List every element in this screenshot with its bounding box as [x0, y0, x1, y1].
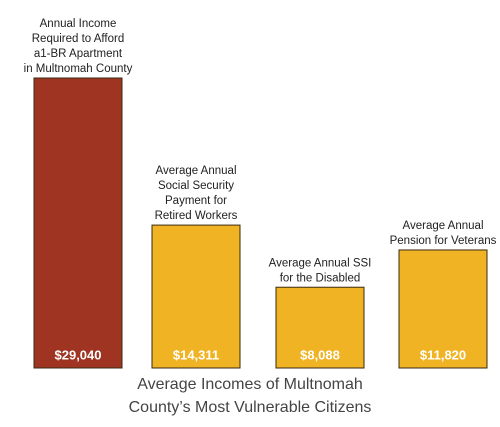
category-label: Average Annual SSI [269, 257, 372, 269]
category-label: Payment for [165, 195, 227, 207]
category-label: Annual Income [40, 18, 117, 30]
category-label: in Multnomah County [24, 63, 133, 75]
category-label: Average Annual [403, 220, 484, 232]
category-label: for the Disabled [280, 272, 361, 284]
chart-title: County’s Most Vulnerable Citizens [129, 399, 372, 416]
value-label: $11,820 [420, 347, 466, 362]
bar [33, 77, 123, 369]
value-label: $14,311 [173, 347, 219, 362]
category-label: Retired Workers [155, 210, 238, 222]
category-label: Average Annual [156, 165, 237, 177]
chart-title: Average Incomes of Multnomah [137, 376, 363, 393]
bar [275, 286, 365, 369]
category-label: Pension for Veterans [390, 235, 497, 247]
category-label: Social Security [158, 180, 234, 192]
bar [398, 249, 488, 369]
bar [151, 224, 241, 369]
category-label: a1-BR Apartment [34, 48, 123, 60]
category-label: Required to Afford [32, 33, 125, 45]
value-label: $29,040 [55, 347, 102, 362]
value-label: $8,088 [300, 347, 340, 362]
